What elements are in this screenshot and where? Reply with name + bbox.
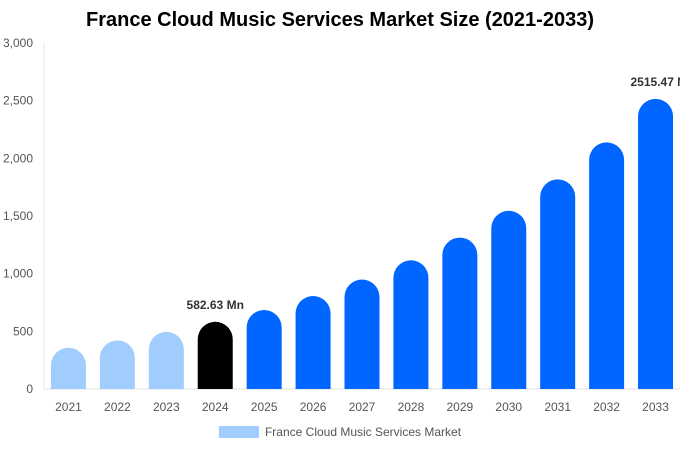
x-tick-label: 2022	[104, 400, 131, 414]
y-tick-label: 3,000	[3, 36, 33, 50]
y-tick-label: 1,000	[3, 267, 33, 281]
data-label-2024: 582.63 Mn	[187, 298, 244, 312]
x-tick-label: 2026	[300, 400, 327, 414]
bar-2025	[246, 309, 282, 389]
x-tick-label: 2031	[544, 400, 571, 414]
bar-2026	[295, 296, 331, 389]
legend-label: France Cloud Music Services Market	[264, 425, 462, 439]
x-tick-label: 2025	[251, 400, 278, 414]
bar-2029	[442, 237, 478, 389]
y-tick-label: 2,500	[3, 94, 33, 108]
bar-2027	[344, 279, 380, 389]
bar-2024	[197, 321, 233, 389]
y-tick-label: 2,000	[3, 151, 33, 165]
data-label-2033: 2515.47 Mn	[631, 75, 680, 89]
x-tick-label: 2021	[55, 400, 82, 414]
bar-2022	[99, 340, 135, 389]
legend: France Cloud Music Services Market	[0, 425, 680, 439]
x-tick-label: 2029	[446, 400, 473, 414]
bar-2031	[540, 179, 576, 389]
x-tick-label: 2027	[349, 400, 376, 414]
bar-2021	[50, 347, 86, 389]
chart-title: France Cloud Music Services Market Size …	[85, 9, 594, 31]
y-tick-label: 500	[13, 324, 33, 338]
x-tick-label: 2028	[398, 400, 425, 414]
x-tick-label: 2024	[202, 400, 229, 414]
x-tick-label: 2030	[495, 400, 522, 414]
bar-2033	[638, 98, 674, 390]
bar-2032	[589, 142, 625, 389]
bar-2023	[148, 331, 184, 389]
y-tick-label: 0	[26, 382, 33, 396]
x-tick-label: 2032	[593, 400, 620, 414]
bar-2028	[393, 260, 429, 389]
x-tick-label: 2033	[642, 400, 669, 414]
legend-swatch	[218, 426, 259, 438]
x-tick-label: 2023	[153, 400, 180, 414]
bar-2030	[491, 210, 527, 389]
y-tick-label: 1,500	[3, 209, 33, 223]
